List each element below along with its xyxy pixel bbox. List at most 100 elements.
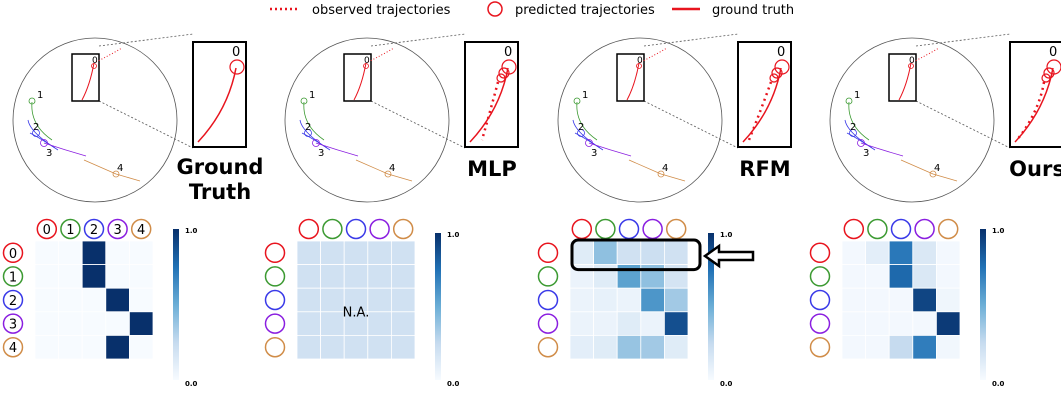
zoom-connector bbox=[643, 100, 739, 149]
column-agent-marker bbox=[322, 218, 343, 240]
agent-0-node bbox=[91, 63, 97, 69]
heatmap-cell bbox=[81, 240, 107, 266]
colorbar-min-label: 0.0 bbox=[185, 380, 198, 388]
agent-2-label: 2 bbox=[850, 122, 856, 133]
agent-2-node bbox=[849, 129, 857, 137]
row-agent-marker bbox=[809, 336, 831, 358]
heatmap-cell bbox=[128, 240, 154, 266]
heatmap-cell bbox=[320, 311, 345, 336]
heatmap-cell bbox=[58, 264, 83, 289]
method-title: MLP bbox=[467, 157, 517, 181]
agent-1-node bbox=[573, 97, 581, 105]
heatmap-cell bbox=[616, 334, 642, 360]
agent-3-label: 3 bbox=[46, 148, 52, 159]
zoom-predicted-trajectory bbox=[480, 81, 500, 141]
row-agent-marker bbox=[2, 313, 24, 334]
heatmap-cell bbox=[912, 311, 937, 336]
heatmap-cell bbox=[58, 311, 83, 336]
observed-legend-label: observed trajectories bbox=[312, 3, 451, 18]
row-agent-label: 0 bbox=[9, 247, 17, 262]
heatmap-cell bbox=[865, 311, 890, 336]
highlight-arrow bbox=[702, 243, 755, 269]
column-agent-marker bbox=[937, 218, 959, 240]
zoom-predicted-circle bbox=[1043, 67, 1055, 79]
row-agent-marker bbox=[537, 266, 559, 287]
agent-4-label: 4 bbox=[934, 163, 940, 174]
row-agent-marker bbox=[2, 242, 24, 264]
heatmap-cell bbox=[865, 334, 890, 360]
row-agent-marker bbox=[809, 266, 831, 287]
heatmap-cell bbox=[888, 287, 914, 313]
heatmap-cell bbox=[367, 240, 392, 266]
agent-4-truth-line bbox=[83, 159, 141, 182]
row-agent-marker bbox=[537, 289, 559, 311]
row-agent-label: 4 bbox=[9, 341, 17, 356]
heatmap-cell bbox=[296, 287, 322, 313]
row-agent-marker bbox=[809, 313, 831, 334]
colorbar-min-label: 0.0 bbox=[720, 380, 733, 388]
row-agent-marker bbox=[264, 289, 286, 311]
heatmap-cell bbox=[105, 240, 130, 266]
column-agent-label: 1 bbox=[66, 223, 74, 238]
trajectory-panel: 0 1 2 3 4 0 RFM bbox=[557, 33, 792, 203]
zoom-truth-line bbox=[197, 67, 237, 143]
heatmap-cell bbox=[664, 311, 689, 336]
agent-2-node bbox=[304, 129, 312, 137]
heatmap-cell bbox=[34, 240, 60, 266]
highlight-box bbox=[570, 238, 702, 272]
zoom-connector bbox=[98, 100, 194, 149]
heatmap-cell bbox=[296, 334, 322, 360]
row-agent-label: 3 bbox=[9, 318, 17, 333]
column-agent-marker bbox=[867, 218, 888, 240]
agent-3-node bbox=[585, 139, 593, 147]
zoom-region-box bbox=[71, 53, 100, 102]
heatmap-cell bbox=[390, 311, 416, 336]
zoom-region-box bbox=[343, 53, 372, 102]
heatmap-cell bbox=[616, 240, 642, 266]
heatmap-cell bbox=[664, 287, 689, 313]
zoom-region-box bbox=[616, 53, 645, 102]
heatmap-cell bbox=[343, 240, 369, 266]
agent-4-truth-line bbox=[355, 159, 413, 182]
heatmap-cell bbox=[81, 311, 107, 336]
column-agent-marker bbox=[369, 218, 390, 240]
heatmap-cell bbox=[865, 240, 890, 266]
heatmap-cell bbox=[105, 311, 130, 336]
heatmap-cell bbox=[81, 264, 107, 289]
legend: observed trajectories predicted trajecto… bbox=[270, 1, 794, 18]
heatmap-cell bbox=[936, 240, 961, 266]
agent-0-observed-line bbox=[367, 47, 395, 63]
heatmap-cell bbox=[128, 264, 154, 289]
heatmap-cell bbox=[640, 287, 665, 313]
heatmap-cell bbox=[296, 240, 322, 266]
heatmap-cell bbox=[390, 287, 416, 313]
agent-2-label: 2 bbox=[305, 122, 311, 133]
column-agent-marker bbox=[595, 218, 616, 240]
colorbar bbox=[708, 233, 714, 380]
agent-0-node bbox=[636, 63, 642, 69]
agent-2-node bbox=[32, 129, 40, 137]
column-agent-label: 3 bbox=[113, 223, 121, 238]
agent-0-label: 0 bbox=[92, 56, 98, 66]
zoom-predicted-trajectory bbox=[1016, 81, 1046, 141]
heatmap-cell bbox=[34, 334, 60, 360]
row-agent-marker bbox=[2, 336, 24, 358]
zoom-inset-label: 0 bbox=[1049, 45, 1057, 60]
zoom-inset-label: 0 bbox=[504, 45, 512, 60]
heatmap-cell bbox=[105, 287, 130, 313]
heatmap-cell bbox=[664, 334, 689, 360]
agent-0-observed-line bbox=[912, 47, 940, 63]
column-agent-marker bbox=[60, 218, 81, 240]
agent-4-truth-line bbox=[628, 159, 686, 182]
agent-4-node bbox=[657, 170, 665, 178]
heatmap-cell bbox=[912, 334, 937, 360]
row-agent-marker bbox=[264, 336, 286, 358]
colorbar-max-label: 1.0 bbox=[992, 227, 1005, 235]
heatmap-cell bbox=[841, 240, 867, 266]
method-title: Ground bbox=[177, 155, 264, 179]
heatmap-cell bbox=[593, 311, 618, 336]
colorbar-min-label: 0.0 bbox=[447, 380, 460, 388]
zoom-truth-line bbox=[469, 67, 509, 143]
